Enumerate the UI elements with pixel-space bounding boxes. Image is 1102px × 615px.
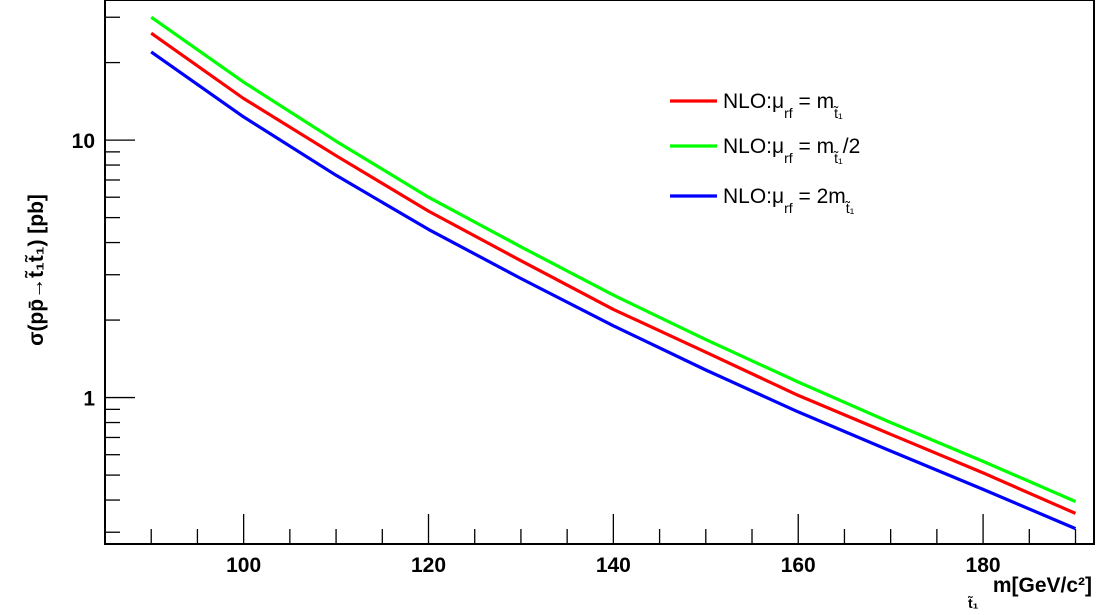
x-tick-label: 180 xyxy=(966,554,1001,577)
y-axis-ticks: 1 10 xyxy=(72,16,135,533)
x-axis-label: m[GeV/c²] xyxy=(993,574,1092,597)
legend-label-2: NLO:μrf = 2mt̃₁ xyxy=(723,185,855,216)
series-line-0 xyxy=(150,31,1077,515)
legend-label-1: NLO:μrf = mt̃₁/2 xyxy=(723,135,860,166)
x-tick-label: 100 xyxy=(226,554,261,577)
legend-label-0: NLO:μrf = mt̃₁ xyxy=(723,90,843,121)
y-tick-label: 1 xyxy=(83,388,95,411)
series-line-2 xyxy=(150,50,1077,531)
series-line-1 xyxy=(150,15,1077,503)
x-tick-label: 140 xyxy=(596,554,631,577)
y-axis-label: σ(pp̄→t̃₁t̃₁) [pb] xyxy=(25,194,48,346)
series-lines xyxy=(150,15,1077,531)
x-axis-ticks: 100 120 140 160 180 xyxy=(150,514,1077,577)
y-tick-label: 10 xyxy=(72,130,95,153)
x-axis-label-subscript: t̃₁ xyxy=(967,595,978,611)
plot-frame xyxy=(104,0,1095,545)
x-tick-label: 120 xyxy=(411,554,446,577)
legend: NLO:μrf = mt̃₁ NLO:μrf = mt̃₁/2 NLO:μrf = … xyxy=(670,90,860,216)
x-tick-label: 160 xyxy=(781,554,816,577)
